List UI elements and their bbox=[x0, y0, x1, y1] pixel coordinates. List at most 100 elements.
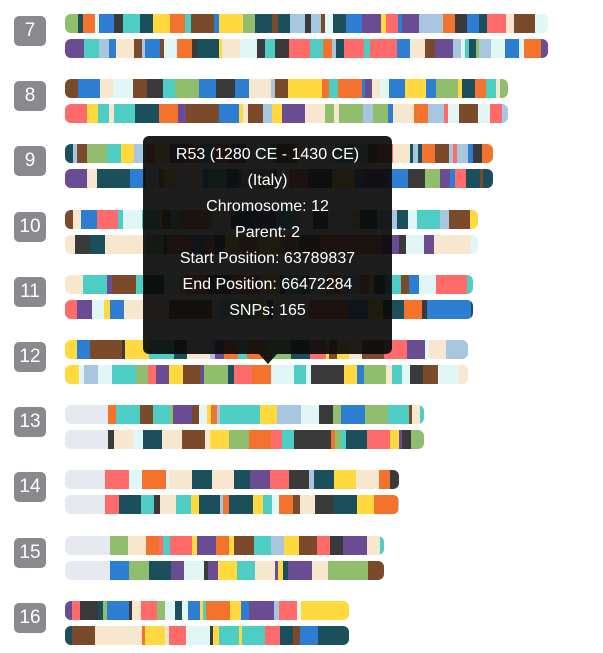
ancestry-segment[interactable] bbox=[203, 600, 206, 620]
ancestry-segment[interactable] bbox=[386, 14, 398, 33]
ancestry-segment[interactable] bbox=[99, 39, 109, 58]
ancestry-segment[interactable] bbox=[220, 495, 224, 515]
ancestry-segment[interactable] bbox=[305, 104, 325, 124]
ancestry-segment[interactable] bbox=[169, 470, 193, 490]
ancestry-segment[interactable] bbox=[87, 104, 98, 124]
ancestry-segment[interactable] bbox=[271, 39, 275, 58]
ancestry-segment[interactable] bbox=[192, 405, 200, 425]
ancestry-segment[interactable] bbox=[435, 39, 453, 58]
ancestry-segment[interactable] bbox=[305, 79, 322, 99]
ancestry-segment[interactable] bbox=[467, 14, 479, 33]
ancestry-segment[interactable] bbox=[160, 39, 164, 58]
ancestry-segment[interactable] bbox=[455, 169, 466, 189]
ancestry-segment[interactable] bbox=[344, 39, 364, 58]
ancestry-segment[interactable] bbox=[145, 625, 165, 645]
ancestry-segment[interactable] bbox=[203, 560, 208, 580]
ancestry-segment[interactable] bbox=[449, 209, 470, 229]
ancestry-segment[interactable] bbox=[157, 600, 165, 620]
ancestry-segment[interactable] bbox=[398, 14, 402, 33]
ancestry-segment[interactable] bbox=[128, 560, 149, 580]
ancestry-segment[interactable] bbox=[470, 209, 479, 229]
ancestry-segment[interactable] bbox=[122, 340, 125, 359]
ancestry-segment[interactable] bbox=[300, 495, 316, 515]
ancestry-segment[interactable] bbox=[491, 39, 505, 58]
ancestry-segment[interactable] bbox=[311, 365, 333, 384]
ancestry-segment[interactable] bbox=[97, 169, 110, 189]
ancestry-segment[interactable] bbox=[289, 470, 310, 490]
ancestry-segment[interactable] bbox=[408, 209, 417, 229]
ancestry-segment[interactable] bbox=[219, 625, 239, 645]
ancestry-segment[interactable] bbox=[183, 365, 200, 384]
ancestry-segment[interactable] bbox=[134, 39, 142, 58]
ancestry-segment[interactable] bbox=[198, 470, 213, 490]
ancestry-segment[interactable] bbox=[374, 495, 399, 515]
ancestry-segment[interactable] bbox=[465, 39, 469, 58]
ancestry-segment[interactable] bbox=[272, 104, 282, 124]
ancestry-segment[interactable] bbox=[401, 274, 409, 294]
ancestry-segment[interactable] bbox=[449, 144, 453, 164]
ancestry-segment[interactable] bbox=[335, 430, 342, 450]
ancestry-segment[interactable] bbox=[110, 299, 124, 319]
ancestry-segment[interactable] bbox=[113, 79, 133, 99]
ancestry-segment[interactable] bbox=[346, 430, 368, 450]
ancestry-segment[interactable] bbox=[159, 104, 178, 124]
ancestry-segment[interactable] bbox=[370, 39, 386, 58]
ancestry-segment[interactable] bbox=[257, 39, 265, 58]
ancestry-segment[interactable] bbox=[186, 625, 210, 645]
ancestry-segment[interactable] bbox=[119, 495, 142, 515]
ancestry-segment[interactable] bbox=[278, 14, 290, 33]
ancestry-segment[interactable] bbox=[329, 535, 343, 555]
ancestry-segment[interactable] bbox=[166, 470, 170, 490]
ancestry-segment[interactable] bbox=[274, 560, 278, 580]
ancestry-segment[interactable] bbox=[81, 209, 97, 229]
ancestry-segment[interactable] bbox=[367, 560, 383, 580]
ancestry-segment[interactable] bbox=[192, 470, 199, 490]
ancestry-segment[interactable] bbox=[333, 495, 358, 515]
ancestry-segment[interactable] bbox=[514, 14, 535, 33]
ancestry-segment[interactable] bbox=[90, 340, 103, 359]
ancestry-segment[interactable] bbox=[65, 234, 75, 254]
ancestry-segment[interactable] bbox=[473, 144, 482, 164]
ancestry-segment[interactable] bbox=[249, 79, 271, 99]
ancestry-segment[interactable] bbox=[277, 405, 302, 425]
ancestry-segment[interactable] bbox=[83, 274, 107, 294]
ancestry-segment[interactable] bbox=[388, 405, 410, 425]
ancestry-segment[interactable] bbox=[524, 39, 541, 58]
ancestry-segment[interactable] bbox=[65, 39, 84, 58]
ancestry-segment[interactable] bbox=[440, 209, 449, 229]
ancestry-segment[interactable] bbox=[200, 365, 204, 384]
ancestry-segment[interactable] bbox=[107, 144, 121, 164]
ancestry-segment[interactable] bbox=[288, 79, 305, 99]
ancestry-segment[interactable] bbox=[410, 39, 413, 58]
ancestry-segment[interactable] bbox=[301, 405, 320, 425]
ancestry-segment[interactable] bbox=[148, 560, 171, 580]
ancestry-segment[interactable] bbox=[413, 144, 418, 164]
ancestry-segment[interactable] bbox=[191, 535, 197, 555]
ancestry-segment[interactable] bbox=[109, 560, 129, 580]
ancestry-segment[interactable] bbox=[105, 470, 130, 490]
ancestry-segment[interactable] bbox=[216, 79, 235, 99]
ancestry-segment[interactable] bbox=[305, 14, 311, 33]
ancestry-segment[interactable] bbox=[97, 209, 118, 229]
ancestry-segment[interactable] bbox=[289, 39, 310, 58]
ancestry-segment[interactable] bbox=[275, 39, 289, 58]
ancestry-segment[interactable] bbox=[240, 39, 257, 58]
ancestry-segment[interactable] bbox=[65, 365, 79, 384]
ancestry-segment[interactable] bbox=[334, 104, 339, 124]
ancestry-segment[interactable] bbox=[197, 39, 219, 58]
ancestry-segment[interactable] bbox=[311, 560, 328, 580]
ancestry-segment[interactable] bbox=[238, 405, 261, 425]
ancestry-segment[interactable] bbox=[327, 560, 345, 580]
ancestry-segment[interactable] bbox=[248, 104, 263, 124]
ancestry-segment[interactable] bbox=[449, 234, 471, 254]
ancestry-segment[interactable] bbox=[199, 79, 216, 99]
ancestry-segment[interactable] bbox=[309, 470, 315, 490]
ancestry-segment[interactable] bbox=[344, 365, 357, 384]
ancestry-segment[interactable] bbox=[204, 365, 225, 384]
ancestry-segment[interactable] bbox=[217, 405, 221, 425]
ancestry-segment[interactable] bbox=[379, 535, 384, 555]
ancestry-segment[interactable] bbox=[367, 430, 391, 450]
ancestry-segment[interactable] bbox=[191, 14, 214, 33]
ancestry-segment[interactable] bbox=[425, 39, 435, 58]
ancestry-segment[interactable] bbox=[72, 600, 80, 620]
